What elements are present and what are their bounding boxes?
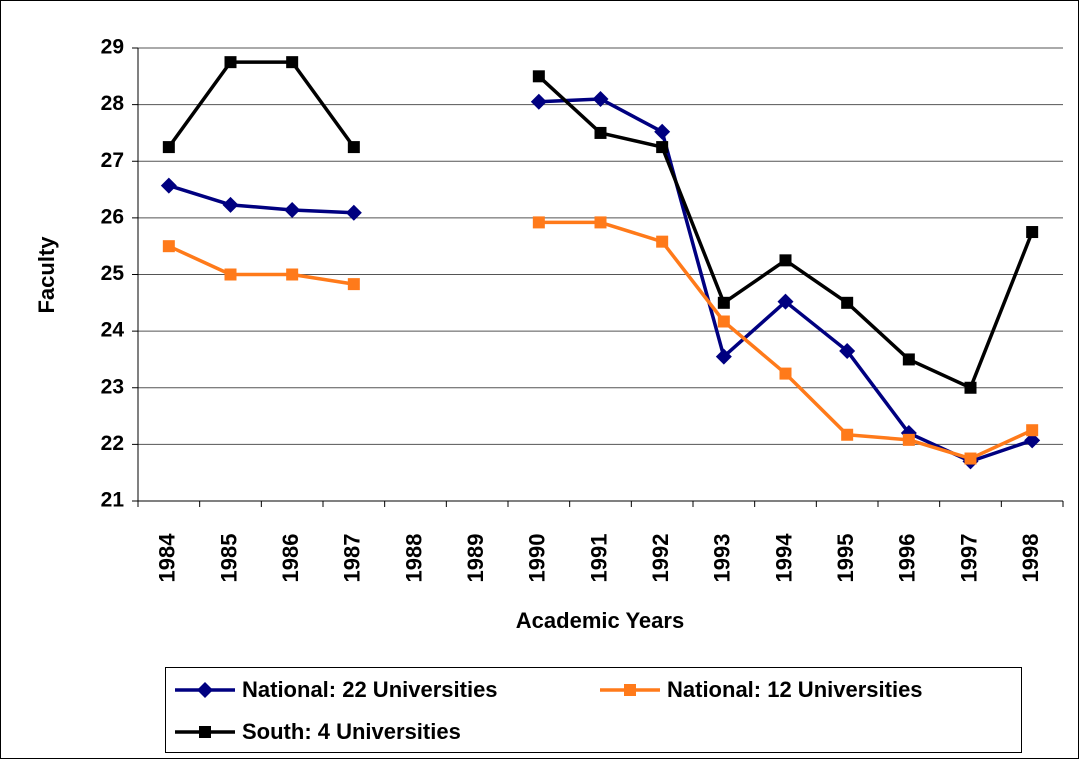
y-axis-title: Faculty [34,236,59,314]
data-point [779,254,792,267]
data-point [347,141,360,154]
y-tick-label: 23 [101,375,124,398]
data-point [839,342,856,359]
x-axis-title: Academic Years [516,608,684,633]
legend-label: National: 22 Universities [242,677,498,702]
data-point [777,293,794,310]
data-point [841,296,854,309]
data-point [779,367,792,380]
x-tick-label: 1986 [278,534,303,583]
x-tick-label: 1984 [155,533,180,583]
data-point [224,268,237,281]
x-tick-label: 1993 [710,534,735,583]
data-point [284,201,301,218]
data-point [656,235,669,248]
x-tick-label: 1990 [525,534,550,583]
x-tick-label: 1998 [1018,534,1043,583]
data-point [532,216,545,229]
x-tick-label: 1985 [216,534,241,583]
legend-marker [197,682,213,698]
y-tick-label: 26 [101,205,124,228]
y-tick-label: 27 [101,149,124,172]
data-point [715,348,732,365]
data-point [286,268,299,281]
data-point [841,428,854,441]
data-point [160,177,177,194]
data-point [717,315,730,328]
data-point [964,381,977,394]
y-tick-label: 24 [101,319,125,342]
legend-marker [199,726,211,738]
legend-marker [624,684,636,696]
data-point [1026,424,1039,437]
data-point [162,240,175,253]
x-tick-label: 1995 [833,534,858,583]
data-point [224,56,237,69]
data-point [654,123,671,140]
data-point [222,196,239,213]
x-tick-label: 1989 [463,534,488,583]
data-point [162,141,175,154]
x-tick-label: 1988 [401,534,426,583]
x-tick-label: 1994 [771,533,796,583]
y-tick-label: 29 [101,36,124,59]
data-point [592,90,609,107]
legend-label: National: 12 Universities [667,677,923,702]
x-tick-label: 1992 [648,534,673,583]
x-tick-label: 1987 [340,534,365,583]
data-point [902,433,915,446]
data-point [347,278,360,291]
data-point [594,216,607,229]
y-tick-label: 21 [101,489,125,512]
data-point [964,452,977,465]
x-tick-label: 1996 [895,534,920,583]
data-point [530,93,547,110]
data-point [286,56,299,69]
data-point [345,204,362,221]
legend-label: South: 4 Universities [242,719,461,744]
data-point [594,126,607,139]
y-tick-label: 22 [101,432,124,455]
y-tick-label: 28 [101,92,125,115]
data-point [717,296,730,309]
legend-box [165,667,1022,753]
data-point [1026,226,1039,239]
data-point [656,141,669,154]
data-point [902,353,915,366]
x-tick-label: 1997 [956,534,981,583]
data-point [532,70,545,83]
data-point [1024,432,1041,449]
x-tick-label: 1991 [586,534,611,583]
y-tick-label: 25 [101,262,125,285]
